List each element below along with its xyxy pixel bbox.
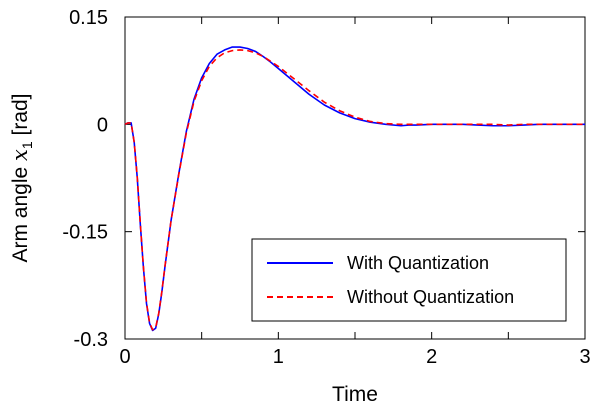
y-axis-label-variable: x (8, 149, 32, 161)
y-tick-label: 0.15 (69, 7, 108, 29)
x-axis-label: Time (332, 383, 378, 406)
y-tick-label: 0 (97, 114, 108, 136)
x-tick-label: 2 (426, 346, 437, 368)
x-tick-label: 0 (119, 346, 130, 368)
y-tick-label: -0.3 (74, 329, 108, 351)
y-tick-label: -0.15 (62, 222, 108, 244)
legend-box (251, 238, 567, 322)
series-line-1 (124, 49, 585, 331)
legend-label-with-quantization: With Quantization (347, 253, 489, 273)
y-axis-label-subscript: 1 (19, 141, 35, 149)
y-axis-label-unit: [rad] (9, 93, 32, 141)
x-tick-label: 1 (273, 346, 284, 368)
series-layer (124, 46, 585, 332)
x-tick-label: 3 (579, 346, 590, 368)
legend-label-without-quantization: Without Quantization (347, 287, 514, 307)
tick-labels: 0 1 2 3 0.15 0 -0.15 -0.3 (62, 7, 590, 368)
y-axis-label-text: Arm angle (9, 161, 32, 263)
legend: With Quantization Without Quantization (251, 238, 567, 322)
y-axis-label: Arm angle x1 [rad] (8, 93, 35, 262)
